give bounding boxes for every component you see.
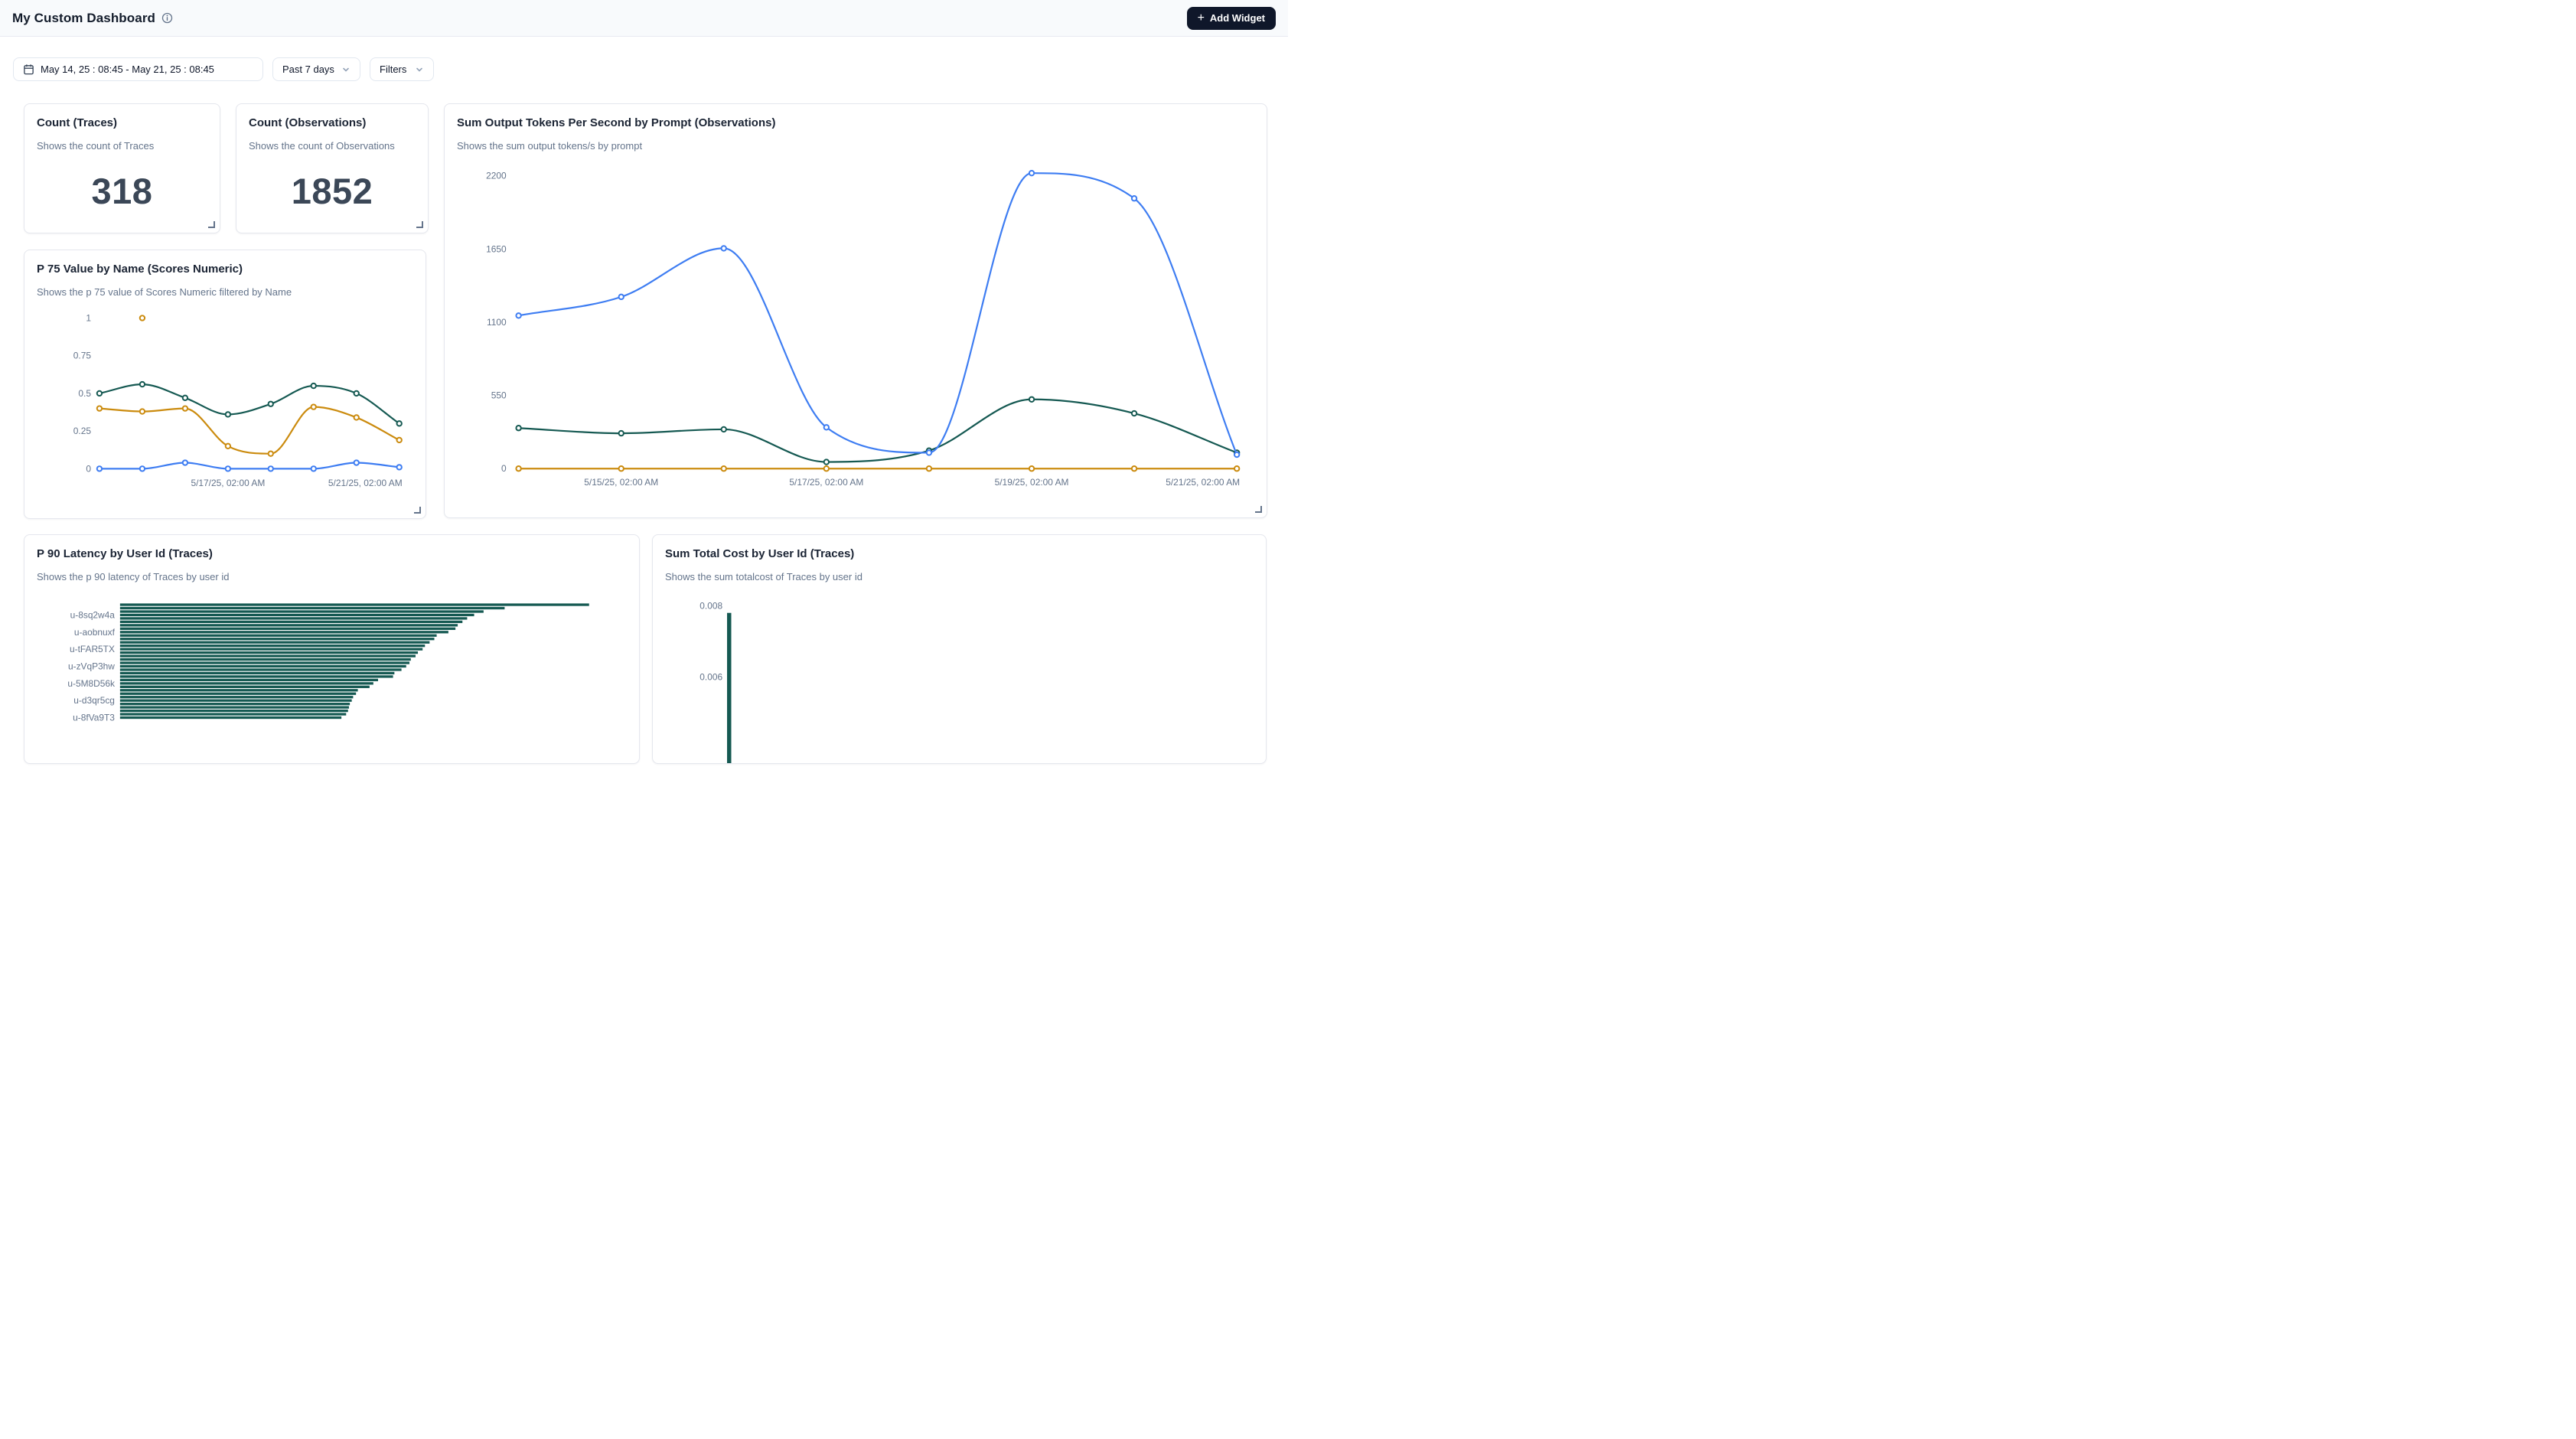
info-icon[interactable] bbox=[161, 12, 173, 24]
card-title: Count (Observations) bbox=[249, 116, 416, 129]
card-count-observations: Count (Observations) Shows the count of … bbox=[236, 103, 429, 233]
svg-text:0.008: 0.008 bbox=[699, 600, 722, 611]
svg-text:u-5M8D56k: u-5M8D56k bbox=[67, 678, 115, 689]
svg-text:5/19/25, 02:00 AM: 5/19/25, 02:00 AM bbox=[995, 477, 1069, 488]
svg-text:0.006: 0.006 bbox=[699, 672, 722, 683]
svg-text:u-tFAR5TX: u-tFAR5TX bbox=[70, 644, 115, 654]
count-observations-value: 1852 bbox=[236, 170, 428, 212]
svg-text:0.75: 0.75 bbox=[73, 351, 92, 361]
card-title: Count (Traces) bbox=[37, 116, 207, 129]
svg-text:1100: 1100 bbox=[487, 317, 507, 328]
page-header: My Custom Dashboard + Add Widget bbox=[0, 0, 1288, 37]
resize-handle[interactable] bbox=[1255, 506, 1262, 513]
page-title: My Custom Dashboard bbox=[12, 11, 155, 26]
date-range-value: May 14, 25 : 08:45 - May 21, 25 : 08:45 bbox=[41, 64, 214, 75]
svg-text:0.25: 0.25 bbox=[73, 426, 92, 436]
plus-icon: + bbox=[1198, 12, 1205, 24]
resize-handle[interactable] bbox=[414, 507, 421, 514]
scores-line-chart[interactable]: 0 0.25 0.5 0.75 1 5/17/25, 02:00 AM 5/21/25, 0… bbox=[24, 250, 426, 518]
date-range-picker[interactable]: May 14, 25 : 08:45 - May 21, 25 : 08:45 bbox=[13, 57, 263, 81]
card-p90-latency: P 90 Latency by User Id (Traces) Shows t… bbox=[24, 534, 640, 764]
svg-text:5/17/25, 02:00 AM: 5/17/25, 02:00 AM bbox=[191, 478, 265, 488]
card-count-traces: Count (Traces) Shows the count of Traces… bbox=[24, 103, 220, 233]
card-total-cost: Sum Total Cost by User Id (Traces) Shows… bbox=[652, 534, 1267, 764]
resize-handle[interactable] bbox=[416, 221, 423, 228]
card-subtitle: Shows the count of Observations bbox=[249, 140, 416, 152]
svg-text:550: 550 bbox=[491, 390, 507, 401]
svg-text:u-aobnuxf: u-aobnuxf bbox=[74, 627, 116, 638]
cost-bar-chart[interactable]: 0.008 0.006 bbox=[653, 535, 1266, 763]
calendar-icon bbox=[23, 64, 34, 75]
filters-label: Filters bbox=[380, 64, 406, 75]
svg-text:5/21/25, 02:00 AM: 5/21/25, 02:00 AM bbox=[328, 478, 403, 488]
svg-text:1: 1 bbox=[86, 312, 91, 323]
svg-text:0: 0 bbox=[86, 463, 91, 474]
svg-text:5/15/25, 02:00 AM: 5/15/25, 02:00 AM bbox=[584, 477, 658, 488]
resize-handle[interactable] bbox=[208, 221, 215, 228]
date-preset-value: Past 7 days bbox=[282, 64, 334, 75]
latency-bar-chart[interactable]: u-8sq2w4a u-aobnuxf u-tFAR5TX u-zVqP3hw u-5M… bbox=[24, 535, 639, 763]
svg-text:1650: 1650 bbox=[486, 243, 507, 254]
chevron-down-icon bbox=[415, 65, 424, 74]
svg-text:u-d3qr5cg: u-d3qr5cg bbox=[73, 695, 115, 706]
date-preset-select[interactable]: Past 7 days bbox=[272, 57, 360, 81]
filter-toolbar: May 14, 25 : 08:45 - May 21, 25 : 08:45 … bbox=[13, 57, 434, 81]
chevron-down-icon bbox=[341, 65, 351, 74]
card-p75-scores: P 75 Value by Name (Scores Numeric) Show… bbox=[24, 250, 426, 519]
add-widget-button[interactable]: + Add Widget bbox=[1187, 7, 1276, 30]
tokens-line-chart[interactable]: 0 550 1100 1650 2200 5/15/25, 02:00 AM 5/17/25… bbox=[445, 104, 1267, 517]
card-tokens-per-second: Sum Output Tokens Per Second by Prompt (… bbox=[444, 103, 1267, 518]
svg-text:2200: 2200 bbox=[486, 171, 507, 181]
svg-text:5/21/25, 02:00 AM: 5/21/25, 02:00 AM bbox=[1166, 477, 1240, 488]
add-widget-label: Add Widget bbox=[1210, 12, 1265, 24]
filters-button[interactable]: Filters bbox=[370, 57, 434, 81]
svg-text:u-8fVa9T3: u-8fVa9T3 bbox=[73, 713, 115, 723]
svg-text:0.5: 0.5 bbox=[78, 388, 91, 399]
card-subtitle: Shows the count of Traces bbox=[37, 140, 207, 152]
count-traces-value: 318 bbox=[24, 170, 220, 212]
svg-text:u-8sq2w4a: u-8sq2w4a bbox=[70, 609, 116, 620]
svg-text:0: 0 bbox=[501, 463, 507, 474]
svg-text:u-zVqP3hw: u-zVqP3hw bbox=[68, 661, 115, 672]
svg-text:5/17/25, 02:00 AM: 5/17/25, 02:00 AM bbox=[789, 477, 863, 488]
